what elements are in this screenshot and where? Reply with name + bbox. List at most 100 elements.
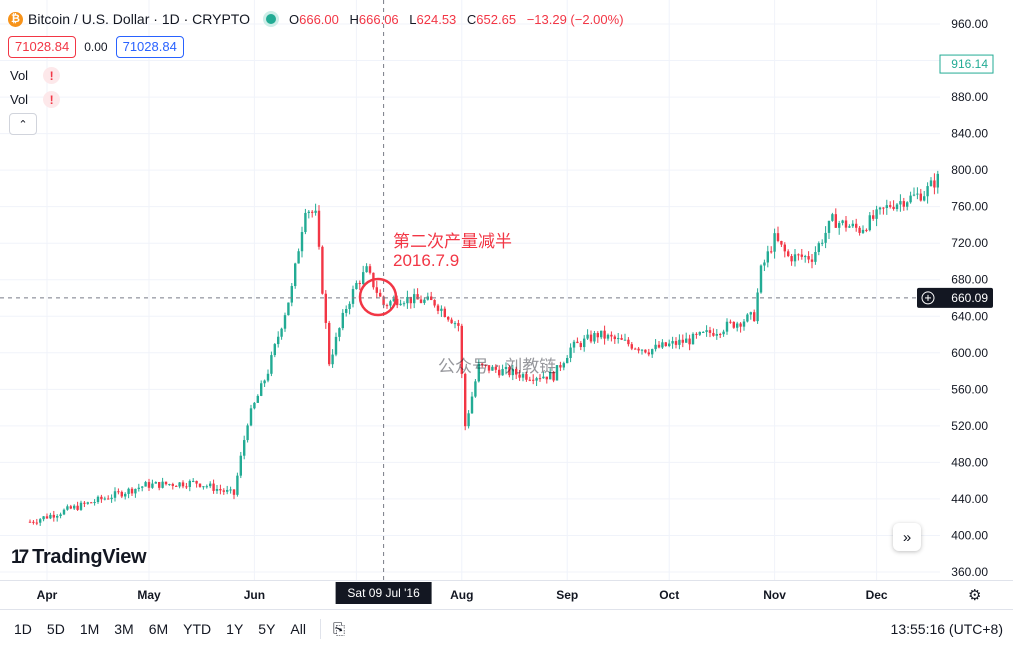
candle-body [542, 376, 545, 379]
candle-body [423, 299, 426, 303]
candle-body [141, 486, 144, 488]
candle-body [32, 521, 35, 523]
candle-body [593, 333, 596, 342]
candle-body [535, 378, 538, 381]
high-value: 666.06 [358, 11, 399, 27]
price-tick-label: 680.00 [951, 273, 988, 287]
candle-body [589, 334, 593, 342]
candle-body [790, 256, 793, 262]
toolbar-divider [319, 619, 321, 639]
candle-body [902, 201, 905, 207]
timeframe-5d[interactable]: 5D [46, 621, 65, 637]
volume-indicator-row[interactable]: Vol ! [10, 91, 61, 108]
buy-price-button[interactable]: 71028.84 [115, 36, 184, 58]
candle-body [583, 338, 586, 348]
candle-body [613, 336, 616, 340]
time-tick-label: Nov [763, 588, 786, 602]
candle-body [555, 365, 559, 381]
crosshair-price-label: 660.09 [951, 291, 988, 305]
candle-body [345, 309, 348, 313]
time-tick-label: Oct [659, 588, 679, 602]
candle-body [797, 254, 800, 256]
candle-body [246, 425, 249, 441]
time-axis: Apr May Jun Aug Sep Oct Nov Dec [0, 580, 1013, 602]
candle-body [62, 509, 66, 515]
timeframe-6m[interactable]: 6M [148, 621, 169, 637]
market-status-icon[interactable] [262, 11, 279, 27]
candle-body [770, 251, 773, 253]
candle-body [113, 491, 117, 498]
candle-body [620, 338, 623, 340]
indicator-label: Vol [10, 68, 29, 83]
candle-body [168, 484, 171, 486]
sell-price-button[interactable]: 71028.84 [8, 36, 77, 58]
candle-body [311, 211, 314, 213]
candle-body [926, 186, 929, 197]
candle-body [236, 475, 239, 495]
tradingview-logo[interactable]: 17 TradingView [11, 546, 147, 569]
candle-body [338, 328, 341, 337]
warning-icon[interactable]: ! [43, 91, 61, 108]
candle-body [222, 490, 225, 492]
chart-legend-header: ₿ Bitcoin / U.S. Dollar · 1D · CRYPTO O6… [8, 8, 631, 30]
candle-body [96, 496, 100, 503]
candle-body [742, 321, 746, 327]
candle-body [226, 489, 229, 492]
change-value: −13.29 (−2.00%) [526, 11, 624, 27]
crosshair-date-box [335, 582, 432, 604]
candle-body [865, 229, 868, 231]
candle-body [474, 381, 477, 397]
candle-body [892, 206, 895, 209]
volume-indicator-row[interactable]: Vol ! [10, 67, 61, 84]
timeframe-1d[interactable]: 1D [14, 621, 32, 637]
timeframe-1y[interactable]: 1Y [226, 621, 244, 637]
candle-body [192, 480, 195, 482]
price-tick-label: 400.00 [951, 528, 988, 542]
warning-icon[interactable]: ! [43, 67, 61, 84]
candle-body [719, 334, 722, 336]
timeframe-3m[interactable]: 3M [114, 621, 134, 637]
scroll-to-realtime-button[interactable]: » [893, 523, 921, 551]
timeframe-1m[interactable]: 1M [79, 621, 100, 637]
candle-body [766, 251, 769, 263]
candle-body [610, 334, 613, 337]
candle-body [433, 300, 436, 306]
candle-body [107, 498, 110, 500]
candle-body [443, 308, 446, 317]
candle-body [69, 506, 72, 509]
candle-body [266, 373, 270, 381]
candle-body [685, 338, 688, 343]
bottom-toolbar: 1D 5D 1M 3M 6M YTD 1Y 5Y All ⎘ 13:55:16 … [0, 609, 1013, 648]
timeframe-all[interactable]: All [290, 621, 306, 637]
chart-grid [0, 0, 940, 580]
candle-body [273, 344, 276, 356]
candle-body [144, 482, 147, 487]
timeframe-5y[interactable]: 5Y [258, 621, 276, 637]
candle-body [328, 322, 331, 365]
candle-body [515, 368, 518, 375]
gear-icon[interactable]: ⚙ [968, 587, 982, 604]
candle-body [348, 303, 351, 310]
candle-body [263, 380, 266, 384]
candle-body [494, 366, 497, 370]
close-key: C [466, 11, 477, 27]
price-tick-label: 440.00 [951, 492, 988, 506]
candle-body [59, 514, 62, 516]
date-range-icon[interactable]: ⎘ [332, 620, 345, 638]
candle-body [396, 298, 399, 306]
symbol-title[interactable]: Bitcoin / U.S. Dollar · 1D · CRYPTO [28, 11, 250, 27]
timeframe-ytd[interactable]: YTD [183, 621, 212, 637]
last-price-box [939, 54, 994, 74]
candle-body [256, 395, 259, 403]
price-tick-label: 960.00 [951, 17, 988, 31]
collapse-legend-button[interactable]: ⌃ [9, 113, 37, 135]
candle-body [702, 331, 705, 333]
candle-body [260, 383, 263, 396]
candle-body [198, 483, 202, 487]
candle-body [457, 323, 460, 326]
candle-body [753, 312, 756, 322]
candle-body [501, 369, 504, 376]
timezone-clock[interactable]: 13:55:16 (UTC+8) [890, 621, 1003, 637]
trade-price-row: 71028.84 0.00 71028.84 [8, 36, 184, 58]
